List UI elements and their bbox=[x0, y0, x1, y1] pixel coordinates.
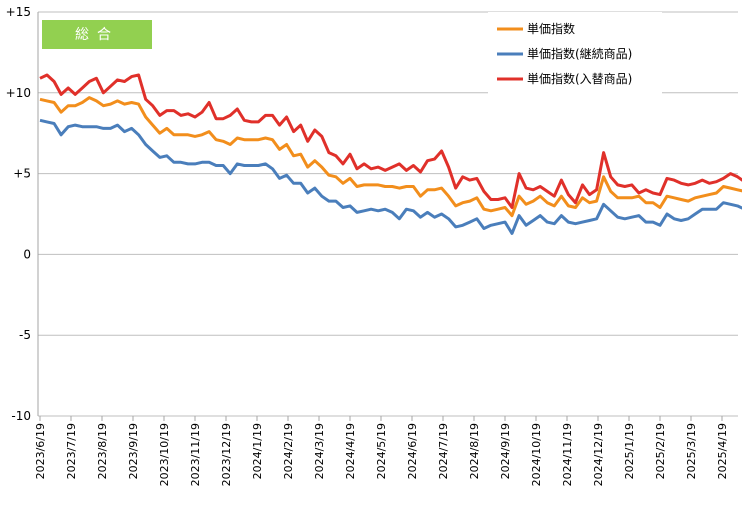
y-tick-label: +10 bbox=[6, 86, 31, 100]
x-tick-label: 2024/5/19 bbox=[375, 423, 388, 479]
y-tick-label: +15 bbox=[6, 5, 31, 19]
x-tick-label: 2023/8/19 bbox=[96, 423, 109, 479]
x-tick-label: 2023/6/19 bbox=[34, 423, 47, 479]
x-tick-label: 2024/4/19 bbox=[344, 423, 357, 479]
x-tick-label: 2024/11/19 bbox=[561, 423, 574, 486]
legend-label: 単価指数(入替商品) bbox=[527, 71, 632, 86]
x-tick-label: 2024/1/19 bbox=[251, 423, 264, 479]
legend-label: 単価指数 bbox=[527, 21, 575, 36]
series-line-1 bbox=[39, 96, 742, 218]
x-tick-label: 2024/6/19 bbox=[406, 423, 419, 479]
x-tick-label: 2024/10/19 bbox=[530, 423, 543, 486]
badge: 総合 bbox=[42, 20, 152, 49]
series-line-3 bbox=[39, 73, 742, 209]
x-tick-label: 2023/12/19 bbox=[220, 423, 233, 486]
x-tick-label: 2023/9/19 bbox=[127, 423, 140, 479]
x-tick-label: 2023/10/19 bbox=[158, 423, 171, 486]
x-tick-label: 2025/2/19 bbox=[654, 423, 667, 479]
legend-background bbox=[488, 12, 662, 100]
series-layer bbox=[39, 73, 742, 235]
series-line-2 bbox=[39, 118, 742, 235]
y-tick-label: -5 bbox=[19, 328, 31, 342]
x-tick-label: 2024/8/19 bbox=[468, 423, 481, 479]
badge-label: 総合 bbox=[75, 27, 119, 43]
x-tick-label: 2025/3/19 bbox=[685, 423, 698, 479]
x-tick-label: 2024/2/19 bbox=[282, 423, 295, 479]
x-tick-label: 2023/7/19 bbox=[65, 423, 78, 479]
x-tick-label: 2024/12/19 bbox=[592, 423, 605, 486]
y-tick-label: +5 bbox=[13, 167, 31, 181]
x-tick-label: 2025/1/19 bbox=[623, 423, 636, 479]
x-tick-label: 2023/11/19 bbox=[189, 423, 202, 486]
y-tick-label: -10 bbox=[11, 409, 31, 423]
x-tick-label: 2025/4/19 bbox=[716, 423, 729, 479]
legend-label: 単価指数(継続商品) bbox=[527, 46, 632, 61]
badge-background bbox=[42, 20, 152, 49]
y-tick-label: 0 bbox=[23, 247, 31, 261]
x-tick-label: 2024/7/19 bbox=[437, 423, 450, 479]
x-tick-label: 2024/3/19 bbox=[313, 423, 326, 479]
x-tick-label: 2024/9/19 bbox=[499, 423, 512, 479]
